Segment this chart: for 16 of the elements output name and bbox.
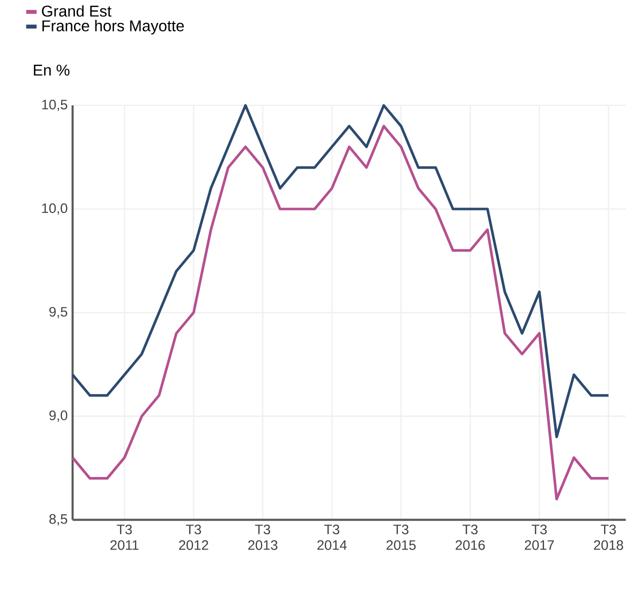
legend-label: Grand Est (42, 5, 112, 17)
x-tick-label: T3 2015 (386, 524, 416, 550)
x-tick-label: T3 2013 (248, 524, 278, 550)
x-tick-label: T3 2016 (456, 524, 485, 550)
x-tick-label: T3 2011 (110, 524, 138, 550)
y-tick-label: 9,5 (49, 306, 68, 318)
x-tick-label: T3 2014 (317, 524, 347, 550)
y-axis-title: En % (34, 64, 70, 76)
y-tick-label: 8,5 (49, 514, 68, 526)
y-tick-label: 10,0 (42, 203, 68, 215)
y-tick-label: 9,0 (49, 410, 68, 422)
x-tick-label: T3 2012 (179, 524, 208, 550)
x-tick-label: T3 2017 (524, 524, 554, 550)
legend-label: France hors Mayotte (42, 20, 184, 34)
y-tick-label: 10,5 (42, 100, 68, 112)
x-tick-label: T3 2018 (594, 524, 624, 550)
